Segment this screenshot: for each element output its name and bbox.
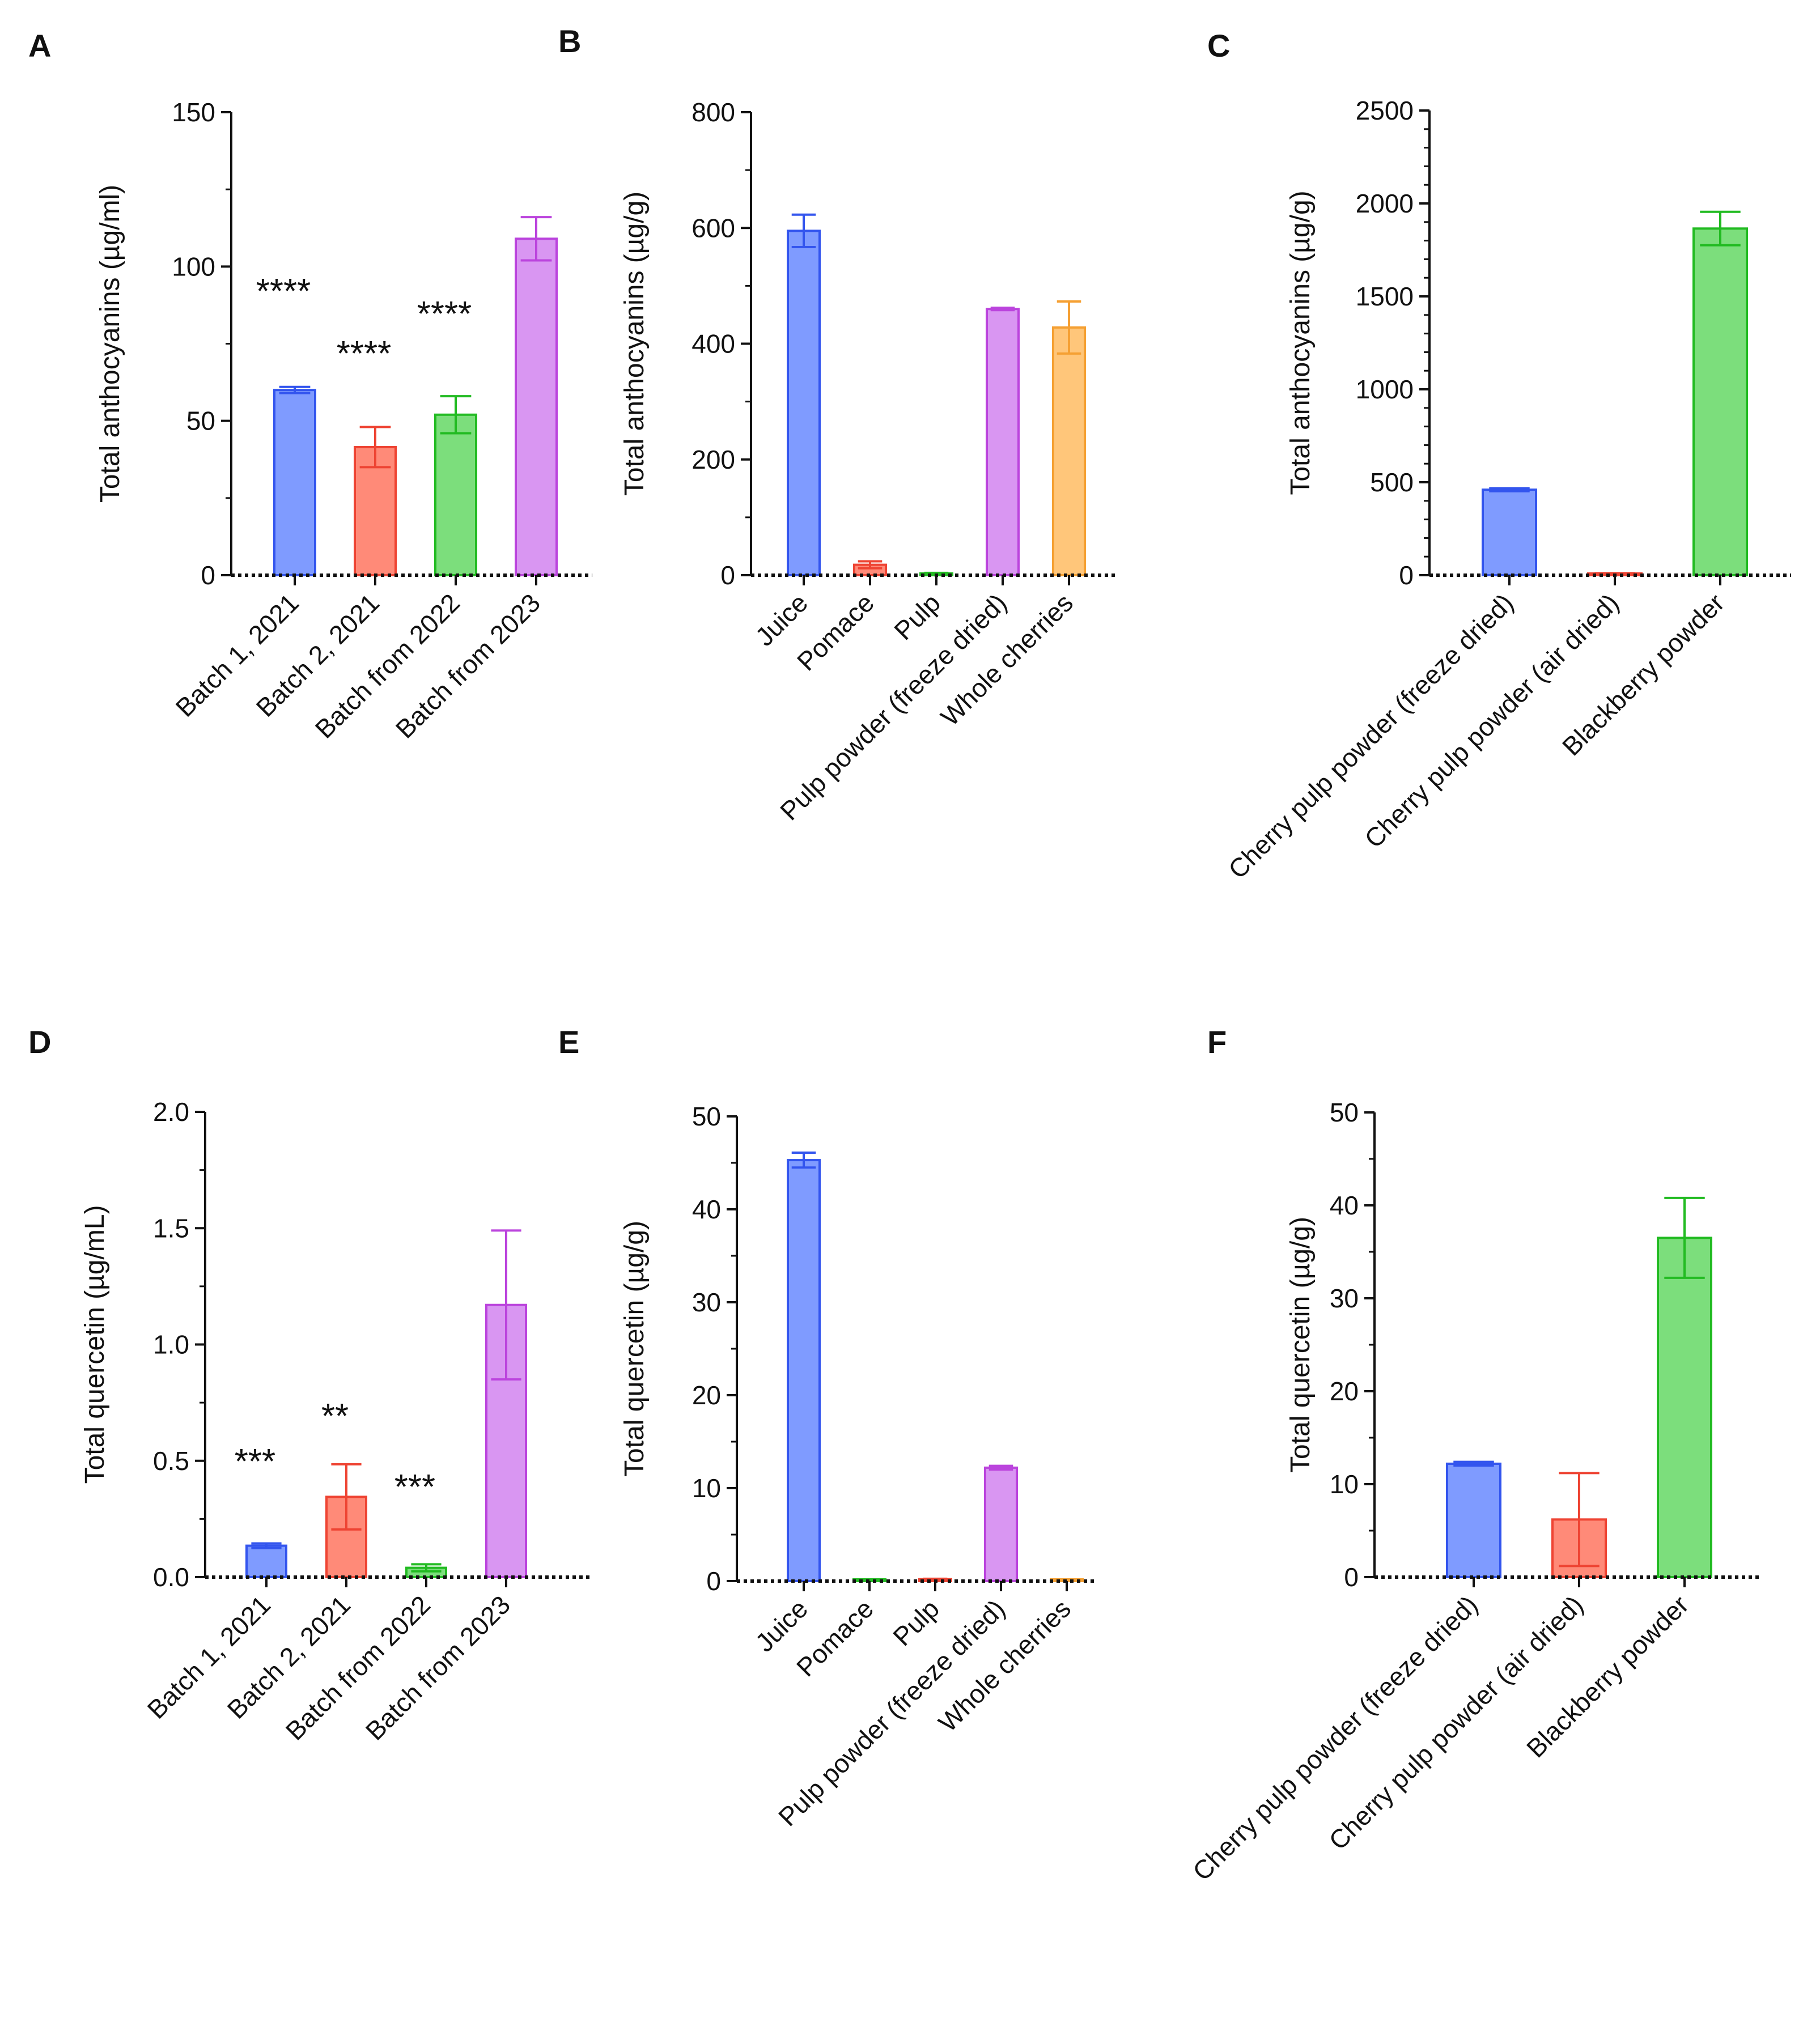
significance-marker: ** — [321, 1397, 349, 1436]
y-tick-label: 50 — [186, 406, 215, 436]
y-tick-label: 0 — [1399, 560, 1414, 590]
significance-marker: *** — [235, 1442, 275, 1481]
y-tick-label: 40 — [692, 1195, 721, 1224]
x-category-label: Pulp — [888, 588, 946, 645]
y-tick-label: 1500 — [1356, 282, 1414, 311]
y-axis-title: Total anthocyanins (µg/g) — [620, 192, 650, 496]
bar-c-0 — [1482, 488, 1537, 576]
y-tick-label: 20 — [692, 1380, 721, 1410]
y-tick-label: 30 — [1330, 1284, 1359, 1313]
y-axis-title: Total quercetin (µg/g) — [620, 1221, 650, 1477]
x-category-label: Batch from 2022 — [309, 588, 465, 744]
y-tick-label: 0 — [720, 560, 735, 590]
bar-a-3 — [515, 237, 558, 576]
bar-d-0 — [245, 1544, 287, 1579]
y-tick-label: 0 — [706, 1566, 721, 1596]
bar-a-0 — [273, 389, 316, 576]
y-axis-title: Total quercetin (µg/g) — [1286, 1217, 1316, 1473]
y-tick-label: 500 — [1370, 468, 1414, 497]
y-tick-label: 0 — [201, 560, 215, 590]
y-tick-label: 100 — [172, 252, 215, 281]
panel-letter-b: B — [558, 23, 581, 59]
bar-e-3 — [984, 1466, 1018, 1582]
y-tick-label: 400 — [691, 329, 735, 359]
panel-letter-e: E — [558, 1024, 579, 1060]
x-category-label: Batch from 2022 — [280, 1590, 436, 1745]
y-tick-label: 0.0 — [153, 1562, 189, 1592]
panel-letter-f: F — [1207, 1024, 1227, 1060]
y-tick-label: 1.0 — [153, 1330, 189, 1360]
y-tick-label: 30 — [692, 1288, 721, 1317]
y-tick-label: 10 — [692, 1473, 721, 1503]
y-tick-label: 50 — [1330, 1098, 1359, 1127]
bar-a-2 — [434, 413, 477, 576]
bar-b-3 — [986, 308, 1020, 576]
panel-letter-a: A — [28, 28, 51, 63]
y-tick-label: 800 — [691, 97, 735, 127]
y-tick-label: 2500 — [1356, 96, 1414, 125]
y-tick-label: 0 — [1344, 1562, 1359, 1592]
bar-b-0 — [787, 230, 821, 576]
y-tick-label: 10 — [1330, 1469, 1359, 1499]
x-category-label: Batch from 2023 — [360, 1590, 516, 1745]
x-category-label: Batch from 2023 — [390, 588, 546, 744]
panel-d: D 0.0 0.5 1.0 1.5 2.0 Total quercetin (µg/mL) B… — [28, 1024, 592, 1746]
y-tick-label: 40 — [1330, 1191, 1359, 1220]
y-tick-label: 20 — [1330, 1377, 1359, 1406]
y-tick-label: 1000 — [1356, 375, 1414, 404]
x-category-label: Pulp — [887, 1594, 945, 1651]
y-tick-label: 2.0 — [153, 1097, 189, 1127]
panel-c: C 0 500 1000 1500 2000 2500 Total anthocyanins … — [1207, 28, 1791, 884]
panel-letter-c: C — [1207, 28, 1230, 63]
significance-marker: *** — [394, 1468, 435, 1507]
y-tick-label: 1.5 — [153, 1213, 189, 1243]
y-axis-title: Total anthocyanins (µg/ml) — [95, 185, 125, 503]
y-tick-label: 50 — [692, 1102, 721, 1131]
bar-f-0 — [1446, 1462, 1501, 1578]
bar-e-0 — [787, 1159, 821, 1582]
y-axis-title: Total anthocyanins (µg/g) — [1286, 190, 1316, 495]
bar-c-2 — [1692, 227, 1748, 576]
significance-marker: **** — [417, 295, 472, 334]
significance-marker: **** — [337, 334, 392, 373]
panel-a: A 0 50 100 150 Total anthocyanins (µg/ml) Batc… — [28, 28, 592, 744]
panel-letter-d: D — [28, 1024, 51, 1060]
bar-f-2 — [1657, 1237, 1712, 1578]
y-tick-label: 600 — [691, 213, 735, 243]
y-tick-label: 0.5 — [153, 1446, 189, 1476]
significance-marker: **** — [256, 272, 311, 311]
y-tick-label: 200 — [691, 445, 735, 474]
y-tick-label: 2000 — [1356, 189, 1414, 218]
bar-b-4 — [1052, 326, 1086, 577]
y-tick-label: 150 — [172, 97, 215, 127]
y-axis-title: Total quercetin (µg/mL) — [80, 1205, 110, 1484]
bar-a-1 — [354, 445, 397, 576]
